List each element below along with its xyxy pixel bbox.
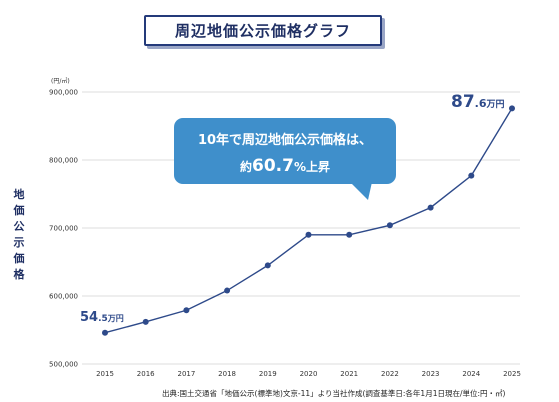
end-value-label: 87.6万円 (451, 92, 505, 112)
callout-line-1: 10年で周辺地価公示価格は、 (198, 132, 372, 148)
data-point (224, 287, 231, 294)
y-tick-label: 900,000 (49, 89, 78, 97)
y-axis-label-char: 価 (13, 252, 25, 265)
x-tick-label: 2018 (218, 370, 236, 378)
y-axis-label-char: 価 (13, 204, 25, 217)
x-tick-label: 2021 (340, 370, 358, 378)
x-tick-label: 2022 (381, 370, 399, 378)
callout-line-2: 約60.7%上昇 (240, 156, 330, 176)
y-axis-label-char: 格 (13, 268, 25, 281)
y-axis-label-char: 地 (13, 188, 25, 201)
x-tick-label: 2017 (177, 370, 195, 378)
data-point (386, 222, 393, 229)
y-tick-label: 700,000 (49, 225, 78, 233)
x-tick-label: 2016 (137, 370, 155, 378)
data-point (509, 105, 515, 112)
chart-title: 周辺地価公示価格グラフ (144, 15, 382, 46)
x-tick-label: 2025 (503, 370, 521, 378)
data-point (183, 307, 190, 314)
y-unit-label: (円/㎡) (51, 78, 70, 85)
x-tick-label: 2023 (422, 370, 440, 378)
x-tick-label: 2019 (259, 370, 277, 378)
data-point (142, 318, 149, 325)
y-axis-label: 地 価 公 示 価 格 (11, 187, 27, 283)
y-axis-label-char: 示 (13, 236, 25, 249)
x-tick-label: 2024 (462, 370, 480, 378)
x-tick-label: 2020 (300, 370, 318, 378)
x-tick-label: 2015 (96, 370, 114, 378)
data-point (264, 262, 271, 269)
start-value-label: 54.5万円 (80, 310, 124, 325)
y-tick-label: 800,000 (49, 157, 78, 165)
y-tick-label: 500,000 (49, 361, 78, 369)
callout-bubble (174, 118, 396, 184)
data-point (468, 172, 475, 179)
data-point (102, 329, 108, 336)
data-point (346, 231, 353, 238)
source-note: 出典:国土交通省「地価公示(標準地)文京-11」より当社作成(調査基準日:各年1… (162, 389, 506, 398)
y-tick-label: 600,000 (49, 293, 78, 301)
data-point (427, 204, 434, 211)
y-axis-label-char: 公 (13, 220, 25, 233)
data-point (305, 231, 312, 238)
callout-pointer (350, 182, 372, 200)
